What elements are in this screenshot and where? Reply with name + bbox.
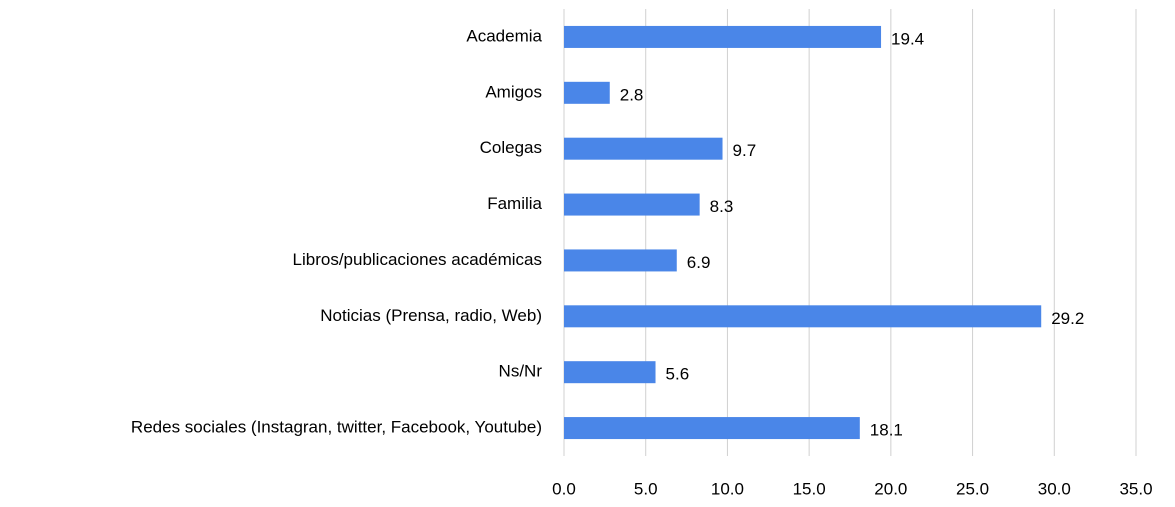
x-tick-label: 30.0 — [1038, 479, 1071, 498]
bar — [564, 249, 677, 272]
x-tick-label: 0.0 — [552, 479, 576, 498]
data-label: 9.7 — [733, 141, 757, 160]
data-label: 19.4 — [891, 29, 924, 48]
x-tick-label: 35.0 — [1119, 479, 1152, 498]
data-label: 2.8 — [620, 85, 644, 104]
data-label: 5.6 — [666, 365, 690, 384]
data-label: 18.1 — [870, 421, 903, 440]
data-label: 6.9 — [687, 253, 711, 272]
y-tick-label: Amigos — [485, 82, 542, 101]
y-tick-label: Familia — [487, 194, 542, 213]
y-tick-label: Redes sociales (Instagran, twitter, Face… — [131, 418, 542, 437]
data-label: 29.2 — [1051, 309, 1084, 328]
bar — [564, 305, 1042, 328]
bar — [564, 193, 700, 216]
data-label: 8.3 — [710, 197, 734, 216]
x-tick-label: 10.0 — [711, 479, 744, 498]
bar — [564, 417, 860, 440]
y-tick-label: Noticias (Prensa, radio, Web) — [320, 306, 542, 325]
x-tick-label: 15.0 — [793, 479, 826, 498]
bar — [564, 361, 656, 384]
y-tick-label: Academia — [466, 26, 542, 45]
y-tick-label: Ns/Nr — [499, 362, 543, 381]
x-tick-label: 5.0 — [634, 479, 658, 498]
y-tick-label: Colegas — [480, 138, 542, 157]
y-tick-label: Libros/publicaciones académicas — [293, 250, 542, 269]
x-tick-label: 25.0 — [956, 479, 989, 498]
x-tick-label: 20.0 — [874, 479, 907, 498]
bar — [564, 81, 610, 104]
bar — [564, 25, 882, 48]
bar — [564, 137, 723, 160]
